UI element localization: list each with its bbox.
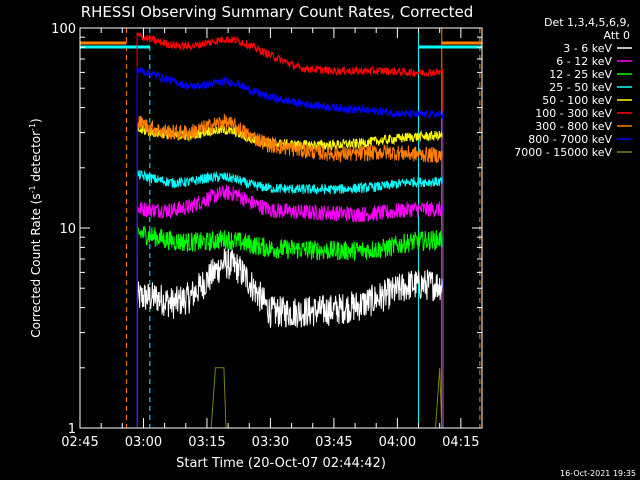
legend-header-line1: Det 1,3,4,5,6,9, [544,16,630,29]
x-tick-label: 03:15 [188,435,225,450]
y-tick-label: 10 [59,222,76,237]
legend-label: 100 - 300 keV [535,107,612,120]
series-line [136,184,444,428]
legend-label: 3 - 6 keV [563,42,612,55]
x-tick-label: 03:30 [252,435,289,450]
series-line [136,169,444,428]
y-tick-label: 100 [51,22,76,37]
legend-label: 300 - 800 keV [535,120,612,133]
y-tick-label: 1 [68,422,76,437]
x-axis-label: Start Time (20-Oct-07 02:44:42) [176,456,386,471]
x-tick-label: 04:00 [379,435,416,450]
legend-label: 50 - 100 keV [542,94,612,107]
y-axis-label-main: Corrected Count Rate (s [29,193,43,337]
x-tick-label: 04:15 [442,435,479,450]
series-line [136,32,444,428]
y-axis-label-sup1: -1 [28,185,37,193]
x-axis-ticks: 02:45 03:00 03:15 03:30 03:45 04:00 04:15 [61,28,483,450]
y-axis-label-mid: detector [29,131,43,186]
y-axis-label-sup2: -1 [28,123,37,131]
chart-title: RHESSI Observing Summary Count Rates, Co… [81,3,474,21]
y-axis-ticks: 1 10 100 [51,22,482,437]
series-line [136,222,444,428]
legend-label: 12 - 25 keV [549,68,612,81]
x-tick-label: 03:45 [315,435,352,450]
series-line [202,367,443,429]
y-axis-label-end: ) [29,118,43,123]
series-lines [136,32,444,429]
legend-header-line2: Att 0 [604,29,630,42]
legend-label: 6 - 12 keV [556,55,612,68]
x-tick-label: 03:00 [125,435,162,450]
series-line [136,113,444,428]
legend-label: 25 - 50 keV [549,81,612,94]
y-axis-label: Corrected Count Rate (s-1 detector-1) [28,118,43,337]
series-line [136,66,444,428]
series-line [136,248,444,428]
footer-date: 16-Oct-2021 19:35 [560,469,636,478]
x-tick-label: 02:45 [61,435,98,450]
legend-label: 7000 - 15000 keV [514,146,612,159]
legend-label: 800 - 7000 keV [528,133,612,146]
